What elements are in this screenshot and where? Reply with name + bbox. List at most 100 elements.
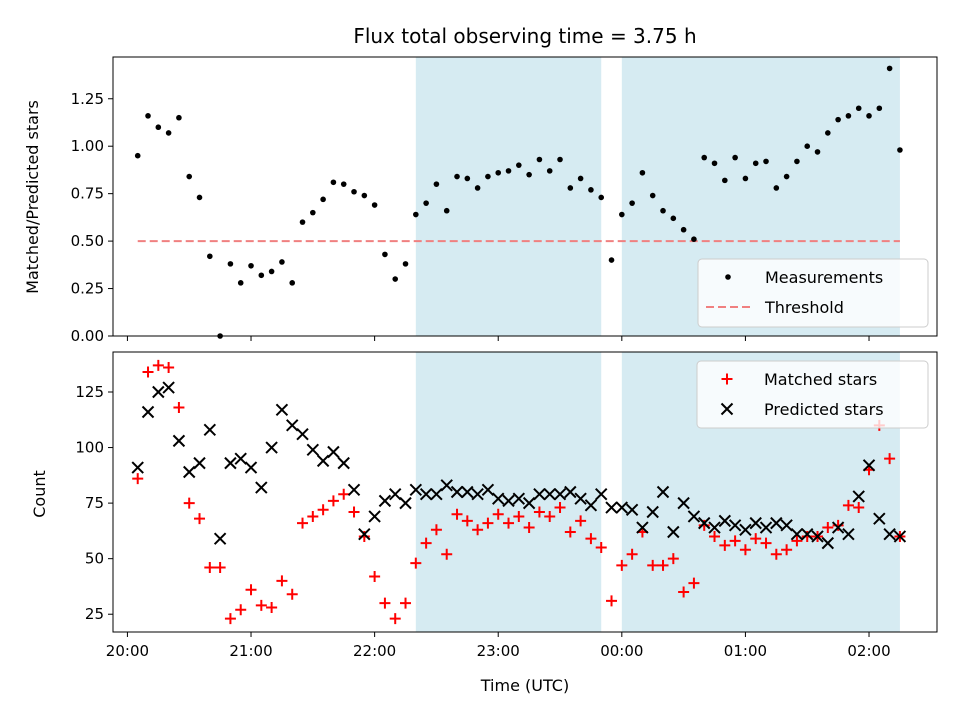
legend-label: Predicted stars — [764, 400, 884, 419]
matched-star-point — [142, 366, 154, 378]
matched-star-point — [760, 537, 772, 549]
y-tick-label: 50 — [85, 550, 104, 568]
predicted-star-point — [728, 519, 742, 532]
y-tick-label: 0.00 — [71, 327, 104, 345]
matched-star-point — [224, 613, 236, 625]
predicted-star-point — [265, 441, 278, 454]
predicted-star-point — [543, 488, 556, 501]
ratio-y-ticks: 0.00 0.25 0.50 0.75 1.00 1.25 — [71, 90, 113, 345]
matched-star-point — [245, 584, 257, 596]
matched-star-point — [266, 602, 278, 614]
matched-star-point — [152, 359, 164, 371]
measurement-point — [773, 185, 780, 191]
measurement-point — [855, 105, 862, 112]
matched-star-point — [884, 453, 896, 465]
measurement-point — [897, 147, 903, 153]
predicted-star-point — [708, 521, 721, 534]
matched-star-point — [853, 502, 865, 514]
matched-star-point — [729, 535, 741, 547]
measurement-point — [464, 175, 471, 182]
measurement-point — [248, 262, 254, 269]
legend-measurement-swatch — [725, 274, 731, 280]
measurement-point — [433, 181, 440, 187]
predicted-star-point — [234, 452, 247, 465]
predicted-star-point — [677, 496, 690, 510]
predicted-star-point — [584, 499, 598, 512]
ratio-y-axis-label: Matched/Predicted stars — [23, 100, 42, 294]
matched-star-point — [667, 553, 679, 565]
matched-star-point — [451, 508, 463, 520]
legend-predicted-swatch — [720, 402, 734, 416]
predicted-star-point — [852, 490, 865, 503]
count-marks — [131, 359, 907, 625]
y-tick-label: 0.75 — [71, 185, 104, 203]
predicted-star-point — [533, 488, 546, 501]
x-tick-label: 02:00 — [847, 642, 890, 660]
matched-star-point — [369, 570, 381, 582]
measurement-point — [752, 160, 759, 167]
measurement-point — [145, 113, 151, 119]
y-tick-label: 125 — [75, 383, 104, 401]
matched-star-point — [750, 533, 762, 545]
matched-star-point — [832, 519, 844, 531]
matched-star-point — [698, 519, 710, 531]
predicted-star-point — [213, 532, 227, 545]
matched-star-point — [564, 526, 576, 538]
predicted-star-point — [636, 521, 649, 534]
measurement-point — [814, 149, 821, 155]
predicted-star-point — [615, 501, 629, 514]
y-tick-label: 1.00 — [71, 137, 104, 155]
matched-star-point — [235, 604, 247, 616]
predicted-star-point — [306, 443, 320, 456]
matched-star-point — [441, 548, 453, 560]
measurement-point — [577, 175, 584, 182]
measurement-point — [351, 188, 357, 195]
measurement-point — [474, 185, 481, 191]
measurement-point — [443, 207, 450, 214]
predicted-star-point — [481, 483, 495, 496]
predicted-star-point — [687, 510, 701, 523]
predicted-star-point — [625, 503, 639, 516]
predicted-star-point — [512, 492, 526, 505]
matched-star-point — [410, 557, 422, 569]
ratio-panel: 0.00 0.25 0.50 0.75 1.00 1.25 Flux total obse… — [23, 24, 938, 345]
legend-matched-swatch — [721, 373, 733, 385]
measurement-point — [866, 113, 872, 119]
matched-star-point — [770, 548, 782, 560]
measurement-point — [608, 257, 615, 263]
ratio-plot-frame — [112, 56, 938, 337]
predicted-star-point — [801, 528, 814, 541]
legend-label: Measurements — [765, 268, 883, 287]
y-tick-label: 75 — [85, 494, 104, 512]
predicted-star-point — [409, 483, 423, 496]
matched-star-point — [276, 575, 288, 587]
predicted-star-point — [399, 496, 412, 510]
measurement-point — [207, 253, 213, 260]
predicted-star-point — [244, 461, 258, 474]
count-y-axis-label: Count — [30, 470, 49, 518]
matched-star-point — [719, 539, 731, 551]
measurement-point — [794, 158, 800, 165]
measurement-point — [495, 169, 502, 176]
measurement-point — [516, 162, 522, 168]
count-y-ticks: 25 50 75 100 125 — [75, 383, 113, 623]
predicted-star-point — [203, 423, 217, 436]
measurement-point — [279, 259, 285, 265]
y-tick-label: 100 — [75, 439, 104, 457]
measurement-point — [598, 194, 605, 201]
matched-star-point — [801, 530, 813, 542]
measurement-point — [783, 173, 790, 180]
measurement-point — [268, 268, 275, 275]
measurement-point — [649, 192, 656, 199]
measurement-point — [701, 154, 708, 161]
matched-star-point — [739, 544, 751, 556]
predicted-star-point — [553, 488, 567, 501]
measurement-point — [402, 261, 409, 267]
matched-star-point — [554, 502, 566, 514]
matched-star-point — [616, 559, 628, 571]
x-tick-label: 21:00 — [229, 642, 272, 660]
predicted-star-point — [811, 530, 824, 543]
predicted-star-point — [595, 488, 608, 501]
measurement-point — [526, 171, 532, 178]
x-tick-label: 23:00 — [477, 642, 520, 660]
